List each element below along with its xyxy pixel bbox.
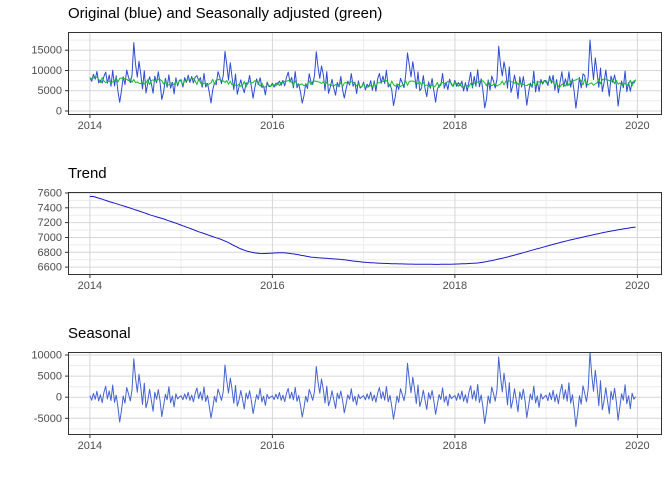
y-tick-label: 0 bbox=[56, 106, 62, 118]
gridlines-major bbox=[68, 32, 662, 115]
chart-title-trend: Trend bbox=[68, 165, 107, 182]
panel-background bbox=[68, 192, 662, 275]
x-tick-label: 2014 bbox=[78, 280, 102, 292]
panel-background bbox=[68, 352, 662, 435]
chart-canvas-trend: 2014 2016 2018 2020 6600 6800 7000 7200 7400 7600 bbox=[38, 188, 662, 293]
chart-title-seasonal: Seasonal bbox=[68, 325, 131, 342]
y-tick-label: 7400 bbox=[38, 202, 62, 214]
x-tick-label: 2014 bbox=[78, 440, 102, 452]
x-tick-label: 2020 bbox=[625, 120, 649, 132]
gridlines-minor bbox=[68, 32, 662, 115]
y-tick-label: 7000 bbox=[38, 232, 62, 244]
y-tick-label: -5000 bbox=[34, 413, 62, 425]
panel-background bbox=[68, 32, 662, 115]
series-group bbox=[89, 196, 636, 265]
x-tick-label: 2016 bbox=[260, 440, 284, 452]
y-tick-label: 6600 bbox=[38, 262, 62, 274]
panel-border bbox=[68, 352, 662, 435]
y-tick-label: 10000 bbox=[31, 350, 62, 362]
x-tick-label: 2016 bbox=[260, 120, 284, 132]
chart-canvas-seasonal: 2014 2016 2018 2020 -5000 0 5000 10000 bbox=[31, 350, 662, 453]
series-group bbox=[89, 352, 637, 428]
x-tick-label: 2020 bbox=[625, 440, 649, 452]
chart-title-original: Original (blue) and Seasonally adjusted … bbox=[68, 5, 383, 22]
chart-block-seasonal: Seasonal 2014 2016 2018 2020 -5000 0 5000 10000 bbox=[0, 320, 672, 480]
axis-ticks bbox=[65, 192, 638, 278]
axis-labels: 2014 2016 2018 2020 -5000 0 5000 10000 bbox=[31, 350, 649, 453]
y-tick-label: 7200 bbox=[38, 217, 62, 229]
axis-ticks bbox=[65, 354, 638, 438]
x-tick-label: 2018 bbox=[443, 440, 467, 452]
y-tick-label: 6800 bbox=[38, 247, 62, 259]
axis-labels: 2014 2016 2018 2020 0 5000 10000 15000 bbox=[31, 45, 649, 132]
x-tick-label: 2020 bbox=[625, 280, 649, 292]
series-seasonal bbox=[89, 352, 637, 428]
x-tick-label: 2018 bbox=[443, 280, 467, 292]
chart-canvas-original: 2014 2016 2018 2020 0 5000 10000 15000 bbox=[31, 32, 662, 132]
y-tick-label: 5000 bbox=[38, 85, 62, 97]
y-tick-label: 15000 bbox=[31, 45, 62, 57]
chart-block-original: Original (blue) and Seasonally adjusted … bbox=[0, 0, 672, 160]
y-tick-label: 10000 bbox=[31, 65, 62, 77]
y-tick-label: 0 bbox=[56, 392, 62, 404]
y-tick-label: 5000 bbox=[38, 371, 62, 383]
x-tick-label: 2014 bbox=[78, 120, 102, 132]
series-trend bbox=[89, 196, 636, 265]
gridlines-minor bbox=[68, 352, 662, 435]
panel-border bbox=[68, 32, 662, 115]
y-tick-label: 7600 bbox=[38, 188, 62, 200]
series-group bbox=[89, 39, 637, 109]
chart-block-trend: Trend 2014 2016 2018 2020 6600 6800 7000 7200 74… bbox=[0, 160, 672, 320]
x-tick-label: 2016 bbox=[260, 280, 284, 292]
series-seasonally-adjusted bbox=[89, 76, 636, 88]
x-tick-label: 2018 bbox=[443, 120, 467, 132]
panel-border bbox=[68, 192, 662, 275]
axis-ticks bbox=[65, 49, 638, 118]
axis-labels: 2014 2016 2018 2020 6600 6800 7000 7200 7400 7600 bbox=[38, 188, 650, 293]
